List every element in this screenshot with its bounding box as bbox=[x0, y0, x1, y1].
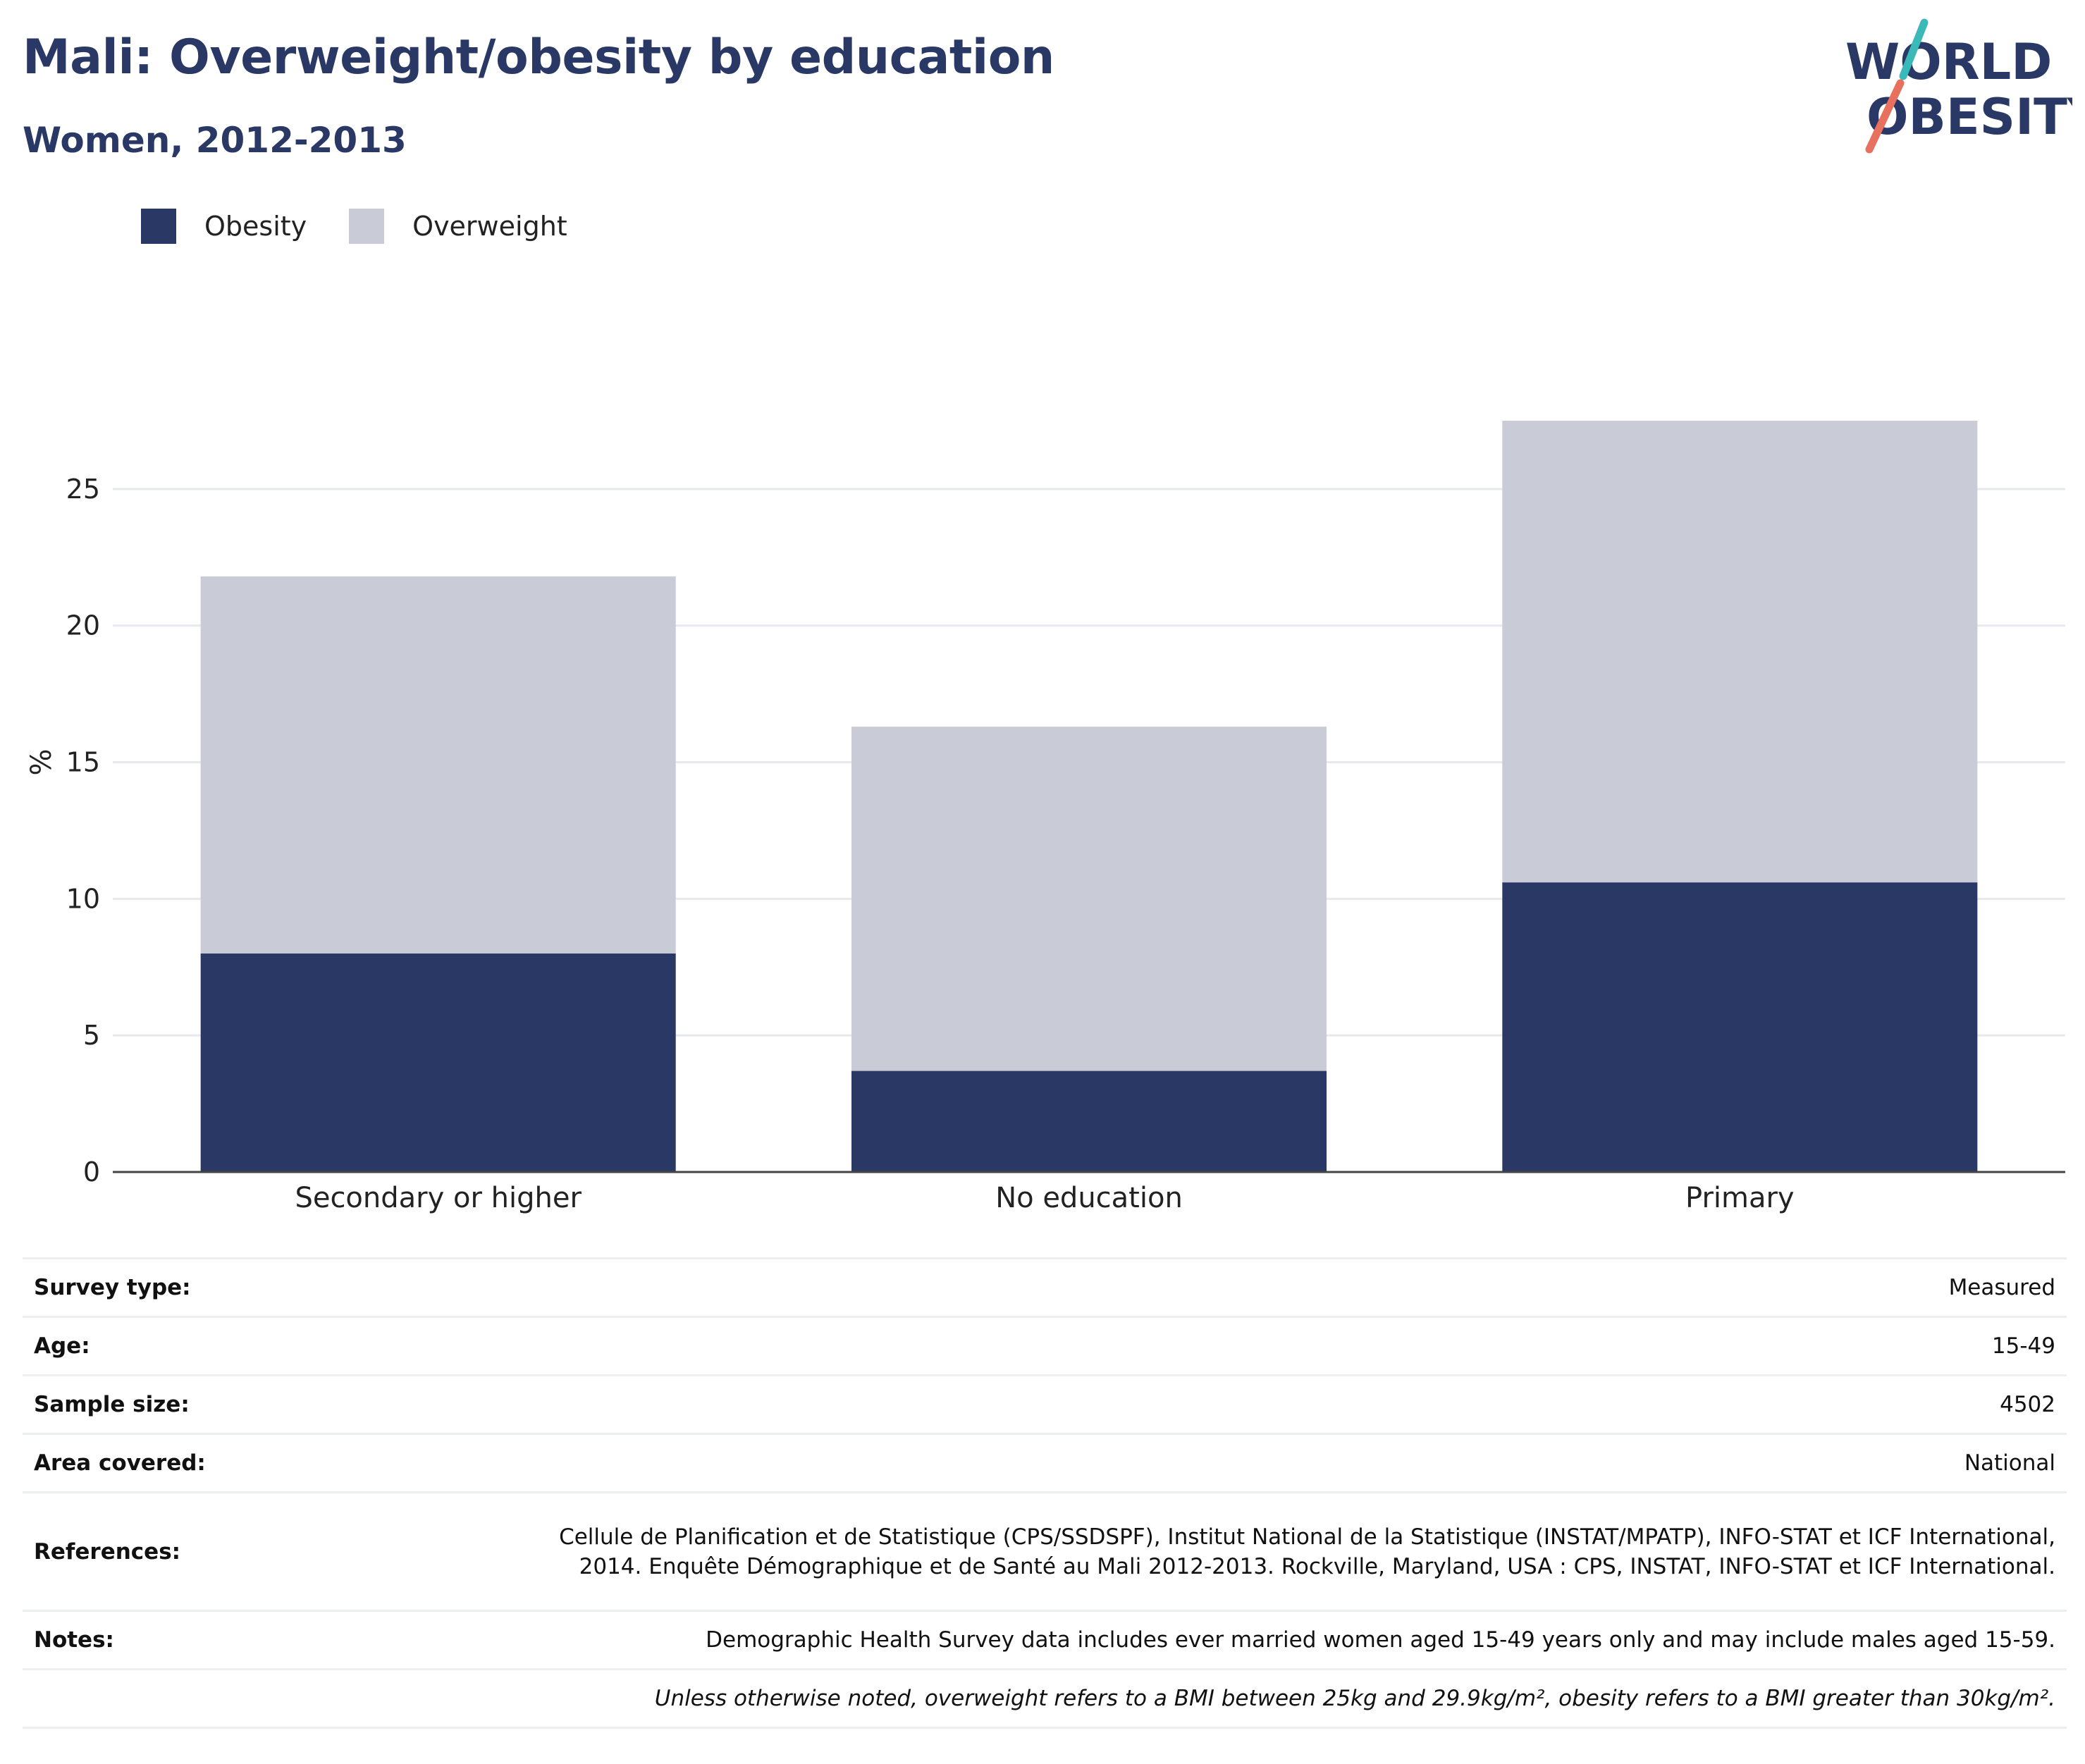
world-obesity-logo: WORLD OBESITY bbox=[1845, 18, 2072, 154]
y-tick-label: 20 bbox=[66, 610, 100, 641]
page-subtitle: Women, 2012-2013 bbox=[23, 120, 407, 161]
survey-metadata-table: Survey type: Measured Age: 15-49 Sample … bbox=[23, 1257, 2067, 1729]
meta-key: Sample size: bbox=[23, 1374, 539, 1434]
chart-legend: Obesity Overweight bbox=[141, 209, 610, 244]
meta-key: Notes: bbox=[23, 1610, 539, 1670]
legend-label-overweight: Overweight bbox=[412, 211, 567, 242]
meta-value: National bbox=[539, 1433, 2067, 1493]
legend-swatch-overweight bbox=[349, 209, 385, 244]
x-tick-label: Primary bbox=[1685, 1182, 1795, 1214]
logo-line2: OBESITY bbox=[1866, 88, 2072, 146]
logo-line1: WORLD bbox=[1845, 33, 2052, 91]
y-tick-label: 10 bbox=[66, 883, 100, 914]
legend-label-obesity: Obesity bbox=[204, 211, 307, 242]
legend-swatch-obesity bbox=[141, 209, 176, 244]
x-tick-label: No education bbox=[995, 1182, 1183, 1214]
bar-obesity bbox=[1502, 882, 1978, 1172]
stacked-bar-chart: 0 5 10 15 20 25% Secondary or higher No educati… bbox=[25, 420, 2065, 1214]
bar-overweight bbox=[1502, 420, 1978, 883]
meta-value: 4502 bbox=[539, 1374, 2067, 1434]
y-tick-label: 5 bbox=[83, 1020, 100, 1051]
legend-item-obesity: Obesity bbox=[141, 209, 307, 244]
meta-row-age: Age: 15-49 bbox=[23, 1316, 2067, 1376]
meta-value: Cellule de Planification et de Statistiq… bbox=[539, 1491, 2067, 1611]
meta-row-definition-note: Unless otherwise noted, overweight refer… bbox=[23, 1668, 2067, 1729]
meta-value: Measured bbox=[539, 1257, 2067, 1317]
y-tick-label: 0 bbox=[83, 1157, 100, 1188]
y-axis-label: % bbox=[25, 748, 58, 775]
page-title: Mali: Overweight/obesity by education bbox=[23, 30, 1054, 85]
meta-value: Unless otherwise noted, overweight refer… bbox=[539, 1668, 2067, 1729]
meta-value: 15-49 bbox=[539, 1316, 2067, 1376]
meta-row-survey-type: Survey type: Measured bbox=[23, 1257, 2067, 1317]
meta-key: Age: bbox=[23, 1316, 539, 1376]
bar-overweight bbox=[200, 576, 676, 954]
meta-key: References: bbox=[23, 1491, 539, 1611]
y-tick-label: 15 bbox=[66, 747, 100, 778]
meta-key bbox=[23, 1668, 539, 1729]
y-tick-label: 25 bbox=[66, 474, 100, 505]
logo-teal-slash bbox=[1899, 18, 1929, 80]
meta-key: Survey type: bbox=[23, 1257, 539, 1317]
meta-value: Demographic Health Survey data includes … bbox=[539, 1610, 2067, 1670]
x-tick-label: Secondary or higher bbox=[295, 1182, 582, 1214]
meta-row-notes: Notes: Demographic Health Survey data in… bbox=[23, 1610, 2067, 1670]
bar-overweight bbox=[851, 727, 1327, 1071]
meta-row-sample-size: Sample size: 4502 bbox=[23, 1374, 2067, 1434]
meta-row-area-covered: Area covered: National bbox=[23, 1433, 2067, 1493]
bar-obesity bbox=[200, 953, 676, 1172]
logo-coral-slash bbox=[1865, 79, 1905, 154]
meta-key: Area covered: bbox=[23, 1433, 539, 1493]
legend-item-overweight: Overweight bbox=[349, 209, 567, 244]
bar-obesity bbox=[851, 1071, 1327, 1172]
meta-row-references: References: Cellule de Planification et … bbox=[23, 1491, 2067, 1611]
